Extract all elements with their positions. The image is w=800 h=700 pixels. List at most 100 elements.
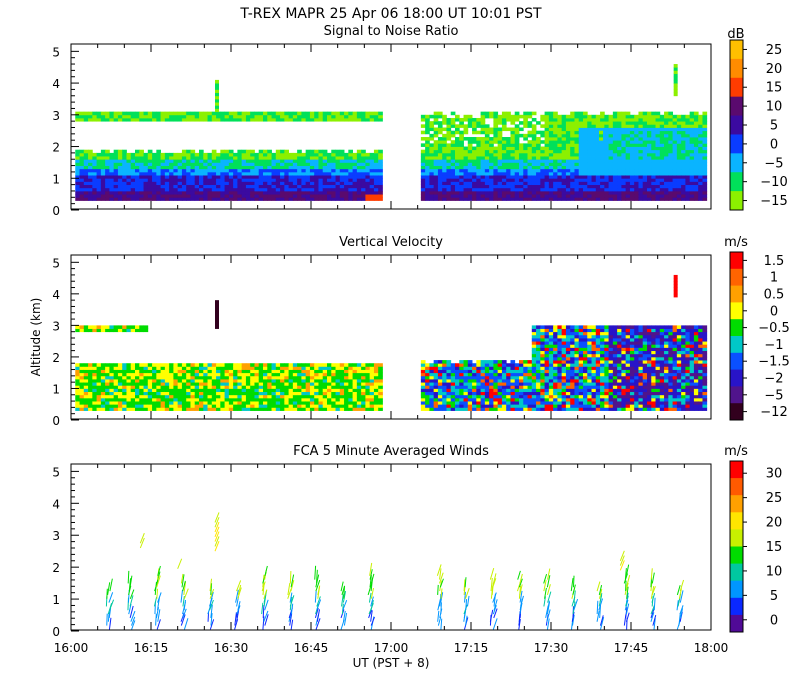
- velocity-cell: [169, 401, 174, 405]
- snr-cell: [117, 175, 123, 179]
- snr-cell: [698, 184, 703, 189]
- snr-cell: [587, 184, 592, 189]
- velocity-cell: [536, 407, 541, 411]
- snr-cell: [672, 117, 678, 122]
- snr-cell: [425, 168, 430, 173]
- snr-cell: [361, 117, 366, 122]
- snr-cell: [655, 171, 661, 176]
- snr-cell: [344, 194, 349, 198]
- velocity-cell: [156, 382, 161, 386]
- velocity-cell: [224, 363, 230, 367]
- velocity-cell: [245, 363, 251, 367]
- snr-cell: [673, 86, 678, 90]
- velocity-cell: [79, 363, 85, 367]
- snr-cell: [211, 162, 217, 166]
- snr-cell: [484, 184, 490, 189]
- velocity-cell: [169, 372, 174, 377]
- velocity-cell: [301, 372, 307, 377]
- velocity-cell: [83, 394, 89, 399]
- velocity-cell: [544, 388, 550, 393]
- snr-cell: [480, 127, 486, 132]
- snr-cell: [152, 181, 157, 186]
- snr-cell: [698, 162, 703, 166]
- snr-cell: [433, 149, 439, 154]
- snr-cell: [420, 130, 426, 135]
- snr-cell: [245, 159, 251, 163]
- snr-cell: [629, 143, 635, 147]
- snr-cell: [288, 152, 294, 157]
- snr-cell: [442, 178, 447, 182]
- velocity-cell: [143, 363, 149, 367]
- snr-cell: [574, 111, 580, 116]
- velocity-cell: [177, 391, 183, 396]
- velocity-cell: [446, 385, 452, 389]
- snr-cell: [608, 156, 614, 160]
- snr-cell: [638, 184, 644, 189]
- snr-cell: [681, 181, 686, 186]
- snr-cell: [344, 187, 349, 192]
- velocity-cell: [356, 366, 362, 370]
- snr-cell: [570, 152, 575, 157]
- velocity-cell: [100, 325, 106, 329]
- snr-cell: [224, 194, 230, 198]
- velocity-cell: [331, 391, 336, 396]
- snr-cell: [425, 121, 430, 125]
- snr-cell: [156, 175, 161, 179]
- snr-cell: [484, 130, 490, 135]
- velocity-cell: [164, 394, 170, 399]
- velocity-cell: [540, 394, 545, 399]
- snr-cell: [510, 190, 516, 195]
- velocity-cell: [489, 397, 494, 402]
- snr-cell: [156, 149, 161, 154]
- snr-cell: [344, 114, 349, 119]
- velocity-cell: [540, 397, 545, 402]
- velocity-cell: [143, 372, 149, 377]
- snr-cell: [437, 114, 443, 119]
- snr-cell: [425, 124, 430, 128]
- snr-cell: [245, 156, 251, 160]
- velocity-cell: [130, 394, 136, 399]
- snr-cell: [570, 140, 575, 144]
- snr-cell: [612, 117, 618, 122]
- velocity-cell: [164, 366, 170, 370]
- snr-cell: [673, 83, 678, 87]
- snr-cell: [288, 117, 294, 122]
- snr-cell: [600, 171, 605, 176]
- velocity-cell: [139, 328, 144, 333]
- snr-cell: [540, 184, 545, 189]
- velocity-cell: [169, 404, 174, 408]
- snr-cell: [480, 168, 486, 173]
- velocity-cell: [122, 391, 127, 396]
- velocity-cell: [96, 407, 102, 411]
- velocity-cell: [437, 375, 443, 380]
- snr-cell: [258, 114, 264, 119]
- snr-cell: [331, 197, 336, 201]
- velocity-cell: [425, 375, 430, 380]
- snr-cell: [608, 146, 614, 151]
- snr-cell: [433, 175, 439, 179]
- velocity-cell: [147, 366, 153, 370]
- snr-cell: [587, 117, 592, 122]
- snr-cell: [459, 140, 464, 144]
- snr-cell: [574, 184, 580, 189]
- snr-cell: [638, 143, 644, 147]
- velocity-cell: [557, 372, 563, 377]
- snr-cell: [455, 117, 460, 122]
- snr-cell: [647, 149, 652, 154]
- snr-cell: [459, 143, 464, 147]
- velocity-cell: [292, 404, 298, 408]
- snr-cell: [698, 190, 703, 195]
- snr-cell: [203, 111, 208, 116]
- snr-cell: [689, 117, 695, 122]
- snr-cell: [450, 152, 456, 157]
- velocity-cell: [139, 394, 144, 399]
- velocity-cell: [224, 397, 230, 402]
- velocity-cell: [207, 404, 213, 408]
- snr-cell: [297, 178, 302, 182]
- velocity-cell: [433, 407, 439, 411]
- snr-cell: [527, 171, 533, 176]
- snr-cell: [297, 159, 302, 163]
- velocity-cell: [275, 366, 281, 370]
- snr-cell: [169, 168, 174, 173]
- snr-cell: [117, 156, 123, 160]
